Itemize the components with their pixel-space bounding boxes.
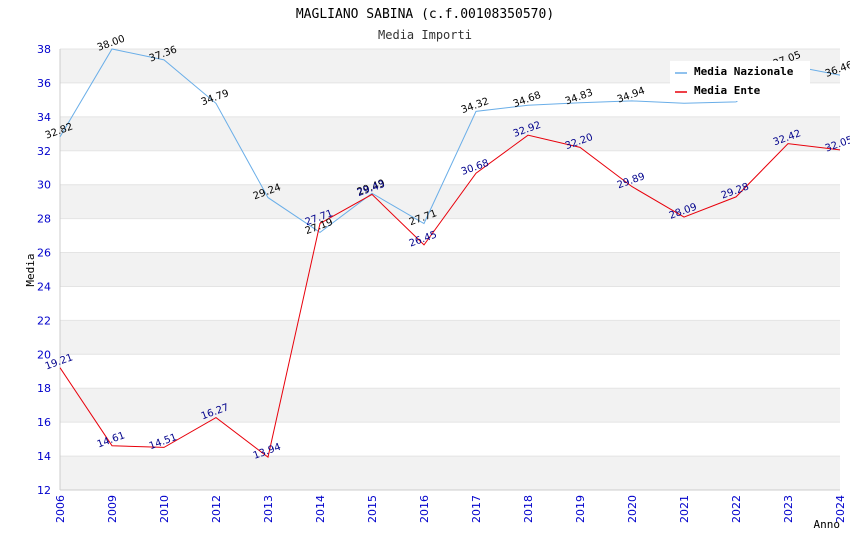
x-axis-label: Anno <box>814 518 841 531</box>
grid-band <box>60 456 840 490</box>
y-axis-label: Media <box>24 253 37 286</box>
y-tick-label: 14 <box>37 450 51 463</box>
legend-background <box>670 61 810 101</box>
x-tick-label: 2024 <box>834 495 847 523</box>
grid-band <box>60 184 840 219</box>
grid-band <box>60 354 840 389</box>
series-line-media-nazionale <box>59 48 841 234</box>
x-tick-label: 2016 <box>418 495 431 523</box>
y-tick-label: 28 <box>37 213 51 226</box>
x-tick-label: 2021 <box>678 495 691 523</box>
y-tick-label: 30 <box>37 179 51 192</box>
y-tick-label: 20 <box>37 348 51 361</box>
y-tick-label: 12 <box>37 484 51 497</box>
grid-band <box>60 388 840 423</box>
x-tick-label: 2017 <box>470 495 483 523</box>
grid-band <box>60 252 840 287</box>
y-tick-label: 22 <box>37 314 51 327</box>
grid-band <box>60 116 840 151</box>
grid-bands <box>60 48 840 491</box>
chart-title: MAGLIANO SABINA (c.f.00108350570) <box>296 7 554 22</box>
y-tick-label: 38 <box>37 43 51 56</box>
legend-label-media-nazionale: Media Nazionale <box>694 65 794 78</box>
x-tick-label: 2013 <box>262 495 275 523</box>
y-tick-label: 26 <box>37 247 51 260</box>
x-tick-labels: 2006 2009 2010 2012 2013 2014 2015 2016 2017 2018… <box>54 495 847 523</box>
grid-band <box>60 218 840 253</box>
x-tick-label: 2023 <box>782 495 795 523</box>
legend: Media Nazionale Media Ente <box>670 61 810 101</box>
series-line-media-ente <box>59 134 841 458</box>
x-tick-label: 2012 <box>210 495 223 523</box>
x-tick-label: 2006 <box>54 495 67 523</box>
grid-band <box>60 422 840 457</box>
y-tick-label: 18 <box>37 382 51 395</box>
x-tick-label: 2015 <box>366 495 379 523</box>
y-tick-labels: 12 14 16 18 20 22 24 26 28 30 32 34 36 38 <box>37 43 51 497</box>
grid-band <box>60 286 840 321</box>
y-tick-label: 34 <box>37 111 51 124</box>
x-tick-label: 2009 <box>106 495 119 523</box>
y-tick-label: 24 <box>37 280 51 293</box>
x-tick-label: 2022 <box>730 495 743 523</box>
y-tick-label: 36 <box>37 77 51 90</box>
y-tick-label: 32 <box>37 145 51 158</box>
series-lines <box>59 48 841 458</box>
y-tick-label: 16 <box>37 416 51 429</box>
x-tick-label: 2019 <box>574 495 587 523</box>
x-tick-label: 2010 <box>158 495 171 523</box>
grid-band <box>60 320 840 355</box>
x-tick-label: 2020 <box>626 495 639 523</box>
chart-subtitle: Media Importi <box>378 28 472 42</box>
x-tick-label: 2014 <box>314 495 327 523</box>
x-tick-label: 2018 <box>522 495 535 523</box>
legend-label-media-ente: Media Ente <box>694 84 761 97</box>
